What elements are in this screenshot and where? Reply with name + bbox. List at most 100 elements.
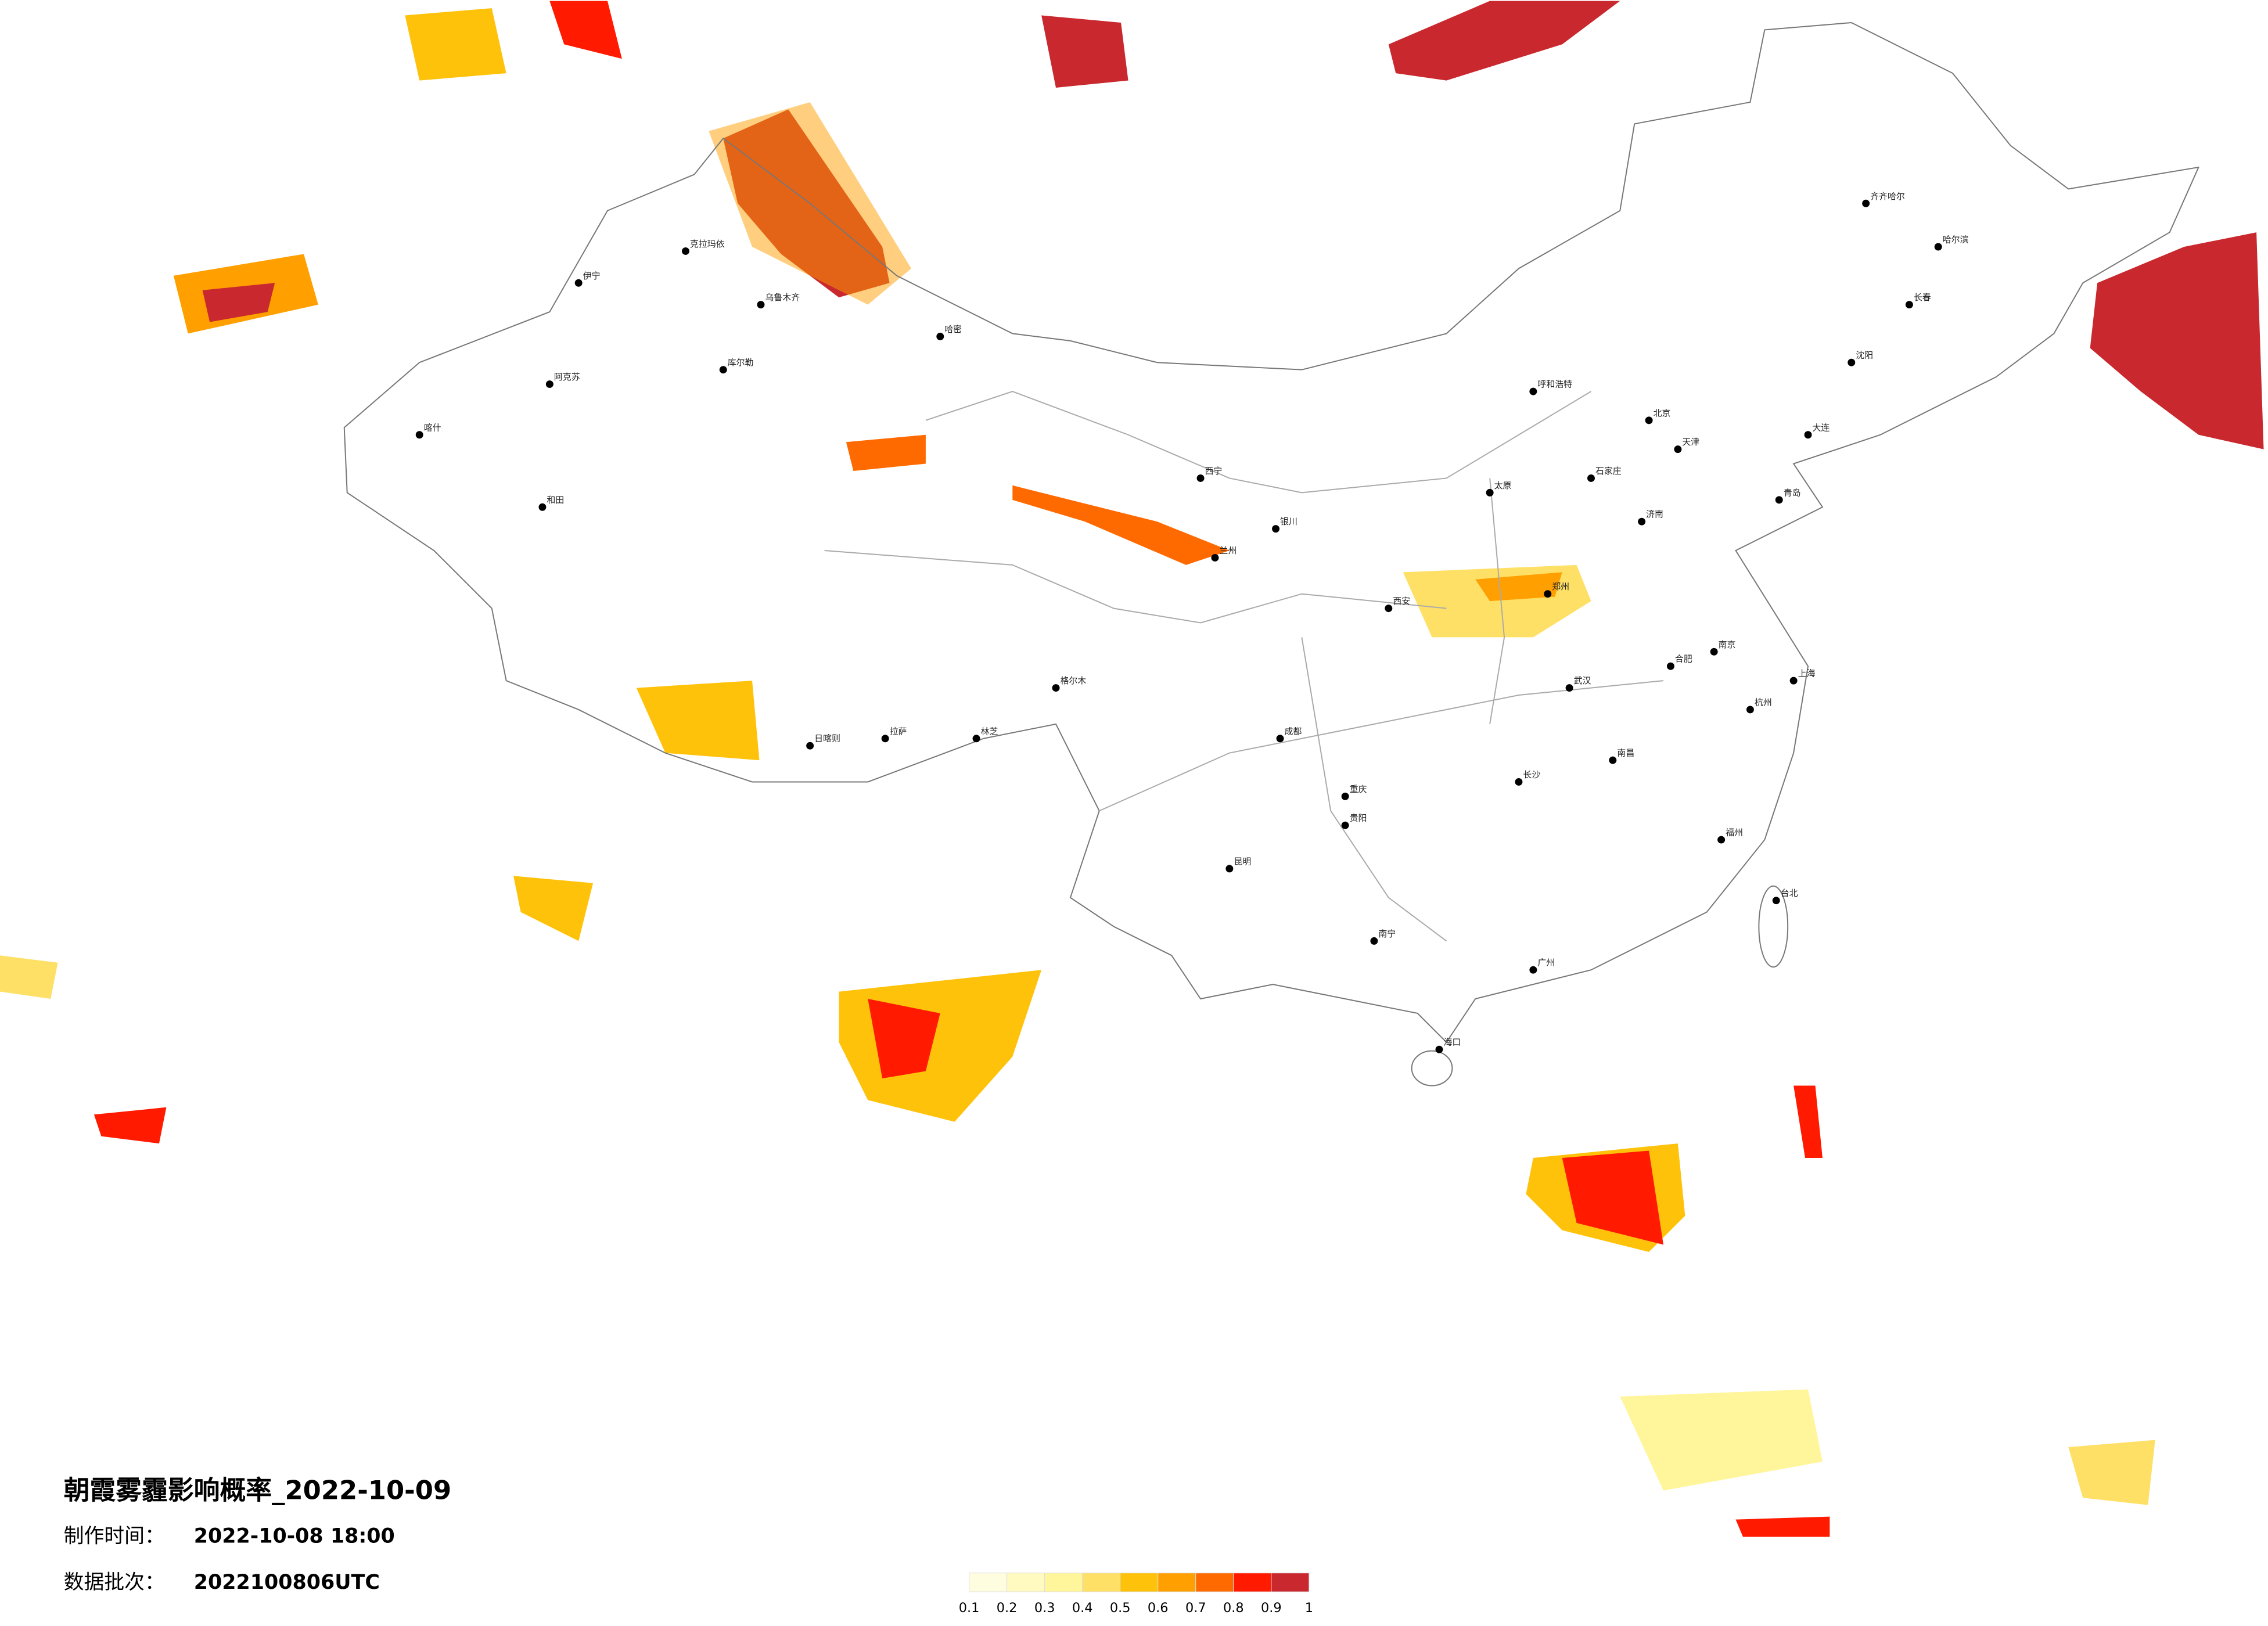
city-label: 广州 <box>1537 958 1555 968</box>
legend-swatch <box>1233 1573 1272 1592</box>
haze-areas <box>0 1 2264 1537</box>
made-time: 2022-10-08 18:00 <box>194 1524 395 1548</box>
city-dot <box>1276 735 1284 743</box>
city-dot <box>1225 865 1234 873</box>
haze-area <box>1793 1085 1823 1158</box>
legend-swatch <box>1158 1573 1196 1592</box>
legend-tick-label: 0.5 <box>1110 1600 1131 1616</box>
legend-swatch <box>1007 1573 1045 1592</box>
legend-swatch <box>1120 1573 1159 1592</box>
city-label: 福州 <box>1726 828 1743 838</box>
city-label: 和田 <box>547 495 564 505</box>
city-dot <box>1862 199 1870 207</box>
haze-area <box>868 999 940 1078</box>
haze-area <box>1475 572 1562 602</box>
borders <box>343 21 2200 1087</box>
haze-area <box>1388 1 1620 81</box>
legend-swatch <box>1082 1573 1121 1592</box>
city-dot <box>1804 431 1812 439</box>
city-label: 成都 <box>1285 726 1302 736</box>
city-dot <box>1710 647 1718 656</box>
city-label: 武汉 <box>1574 675 1591 686</box>
city-label: 长沙 <box>1523 769 1540 780</box>
haze-area <box>839 970 1042 1122</box>
city-label: 格尔木 <box>1060 675 1086 686</box>
city-label: 上海 <box>1798 668 1816 679</box>
city-label: 西安 <box>1393 596 1410 606</box>
city-dot <box>1666 662 1674 670</box>
city-dot <box>1587 474 1595 482</box>
haze-area <box>94 1107 167 1144</box>
city-label: 青岛 <box>1784 487 1801 498</box>
city-label: 伊宁 <box>583 271 601 281</box>
city-label: 太原 <box>1494 480 1512 491</box>
haze-area <box>1403 564 1591 638</box>
haze-area <box>0 955 58 999</box>
city-dot <box>881 735 889 743</box>
legend-swatch <box>1044 1573 1083 1592</box>
haze-area <box>549 1 622 59</box>
city-dot <box>1196 474 1205 482</box>
legend-tick-label: 0.3 <box>1034 1600 1055 1616</box>
city-dot <box>1638 517 1646 526</box>
haze-area <box>513 876 594 941</box>
city-dot <box>415 431 423 439</box>
city-label: 济南 <box>1646 509 1663 520</box>
country-border <box>343 21 2200 1044</box>
city-label: 沈阳 <box>1856 350 1873 361</box>
haze-area <box>1041 15 1128 88</box>
city-label: 石家庄 <box>1595 466 1622 476</box>
city-dot <box>1370 937 1378 945</box>
city-label: 昆明 <box>1234 856 1251 866</box>
city-label: 哈尔滨 <box>1943 235 1969 245</box>
city-dot <box>1645 416 1653 425</box>
city-dot <box>1052 684 1060 692</box>
city-label: 南宁 <box>1378 929 1396 939</box>
city-dot <box>538 503 547 511</box>
haze-area <box>1735 1516 1830 1537</box>
city-label: 大连 <box>1813 422 1830 433</box>
city-label: 呼和浩特 <box>1537 379 1572 390</box>
city-label: 齐齐哈尔 <box>1870 191 1905 202</box>
legend-tick-label: 0.6 <box>1148 1600 1169 1616</box>
city-dot <box>1529 966 1537 974</box>
city-dot <box>1848 358 1856 366</box>
city-label: 长春 <box>1914 292 1931 303</box>
haze-area <box>846 434 926 472</box>
legend-tick-label: 0.4 <box>1072 1600 1093 1616</box>
city-dot <box>1211 553 1219 562</box>
haze-area <box>1012 485 1230 565</box>
city-label: 台北 <box>1781 888 1798 898</box>
city-label: 北京 <box>1654 408 1671 418</box>
made-label: 制作时间： <box>64 1524 165 1548</box>
city-dot <box>757 301 765 309</box>
legend-tick-label: 1 <box>1305 1600 1313 1616</box>
city-dot <box>1435 1045 1443 1053</box>
city-dot <box>1515 778 1523 786</box>
city-label: 克拉玛依 <box>690 239 725 249</box>
city-dot <box>972 735 980 743</box>
batch-label: 数据批次： <box>64 1571 165 1594</box>
city-dot <box>1565 684 1573 692</box>
city-label: 杭州 <box>1755 697 1772 707</box>
city-label: 南京 <box>1719 639 1736 650</box>
city-dot <box>574 279 583 287</box>
haze-area <box>1562 1150 1663 1245</box>
city-label: 乌鲁木齐 <box>765 292 800 303</box>
city-dot <box>1775 496 1783 504</box>
island <box>1758 885 1789 968</box>
city-dot <box>1905 301 1913 309</box>
city-dot <box>1746 706 1754 714</box>
city-dot <box>1385 605 1393 613</box>
city-label: 库尔勒 <box>728 357 754 368</box>
city-label: 海口 <box>1443 1037 1461 1048</box>
haze-area <box>1620 1389 1823 1491</box>
city-dot <box>1772 897 1780 905</box>
city-dot <box>1486 488 1494 497</box>
city-dot <box>806 742 814 750</box>
city-label: 贵阳 <box>1350 813 1367 823</box>
city-dot <box>719 366 727 374</box>
legend-swatch <box>969 1573 1008 1592</box>
